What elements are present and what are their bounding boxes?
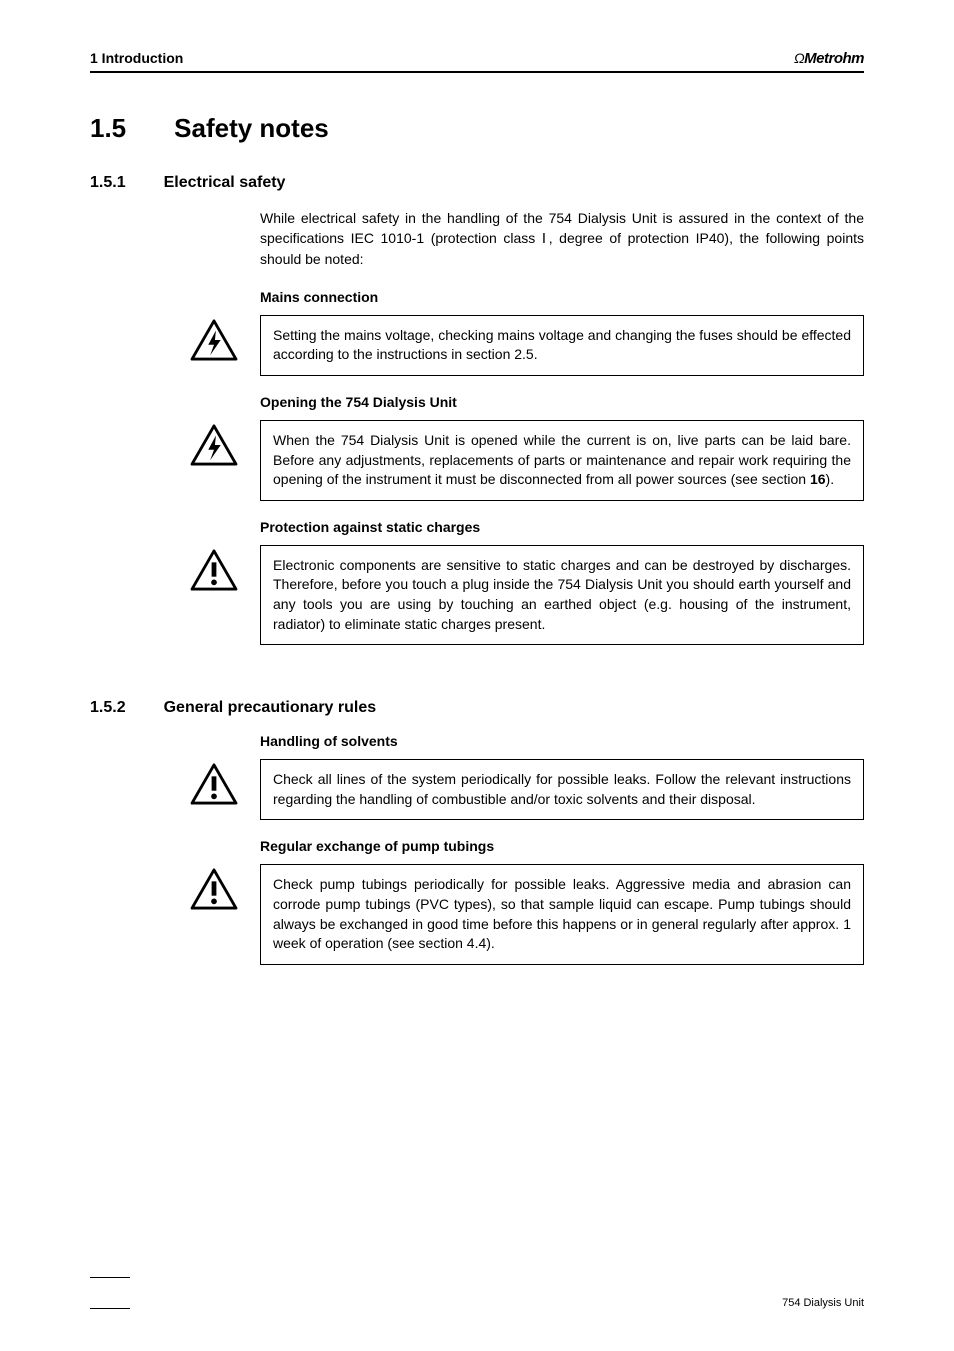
- mains-heading: Mains connection: [260, 289, 864, 305]
- h2-number: 1.5.2: [90, 699, 126, 717]
- lightning-icon: [190, 420, 260, 471]
- opening-warning-box: When the 754 Dialysis Unit is opened whi…: [260, 420, 864, 501]
- heading-2-precaution: 1.5.2 General precautionary rules: [90, 699, 864, 717]
- h2-title: Electrical safety: [164, 174, 286, 192]
- h1-number: 1.5: [90, 113, 126, 144]
- solvents-warning-box: Check all lines of the system periodical…: [260, 759, 864, 820]
- tubings-warning-row: Check pump tubings periodically for poss…: [190, 864, 864, 964]
- opening-box-pre: When the 754 Dialysis Unit is opened whi…: [273, 432, 851, 487]
- ohm-icon: Ω: [794, 50, 804, 66]
- page-footer: 6 754 Dialysis Unit: [90, 1277, 864, 1309]
- tubings-heading: Regular exchange of pump tubings: [260, 838, 864, 854]
- header-section-label: 1 Introduction: [90, 50, 183, 66]
- solvents-warning-row: Check all lines of the system periodical…: [190, 759, 864, 820]
- mains-warning-row: Setting the mains voltage, checking main…: [190, 315, 864, 376]
- opening-heading: Opening the 754 Dialysis Unit: [260, 394, 864, 410]
- static-warning-row: Electronic components are sensitive to s…: [190, 545, 864, 645]
- mains-warning-box: Setting the mains voltage, checking main…: [260, 315, 864, 376]
- page-number: 6: [90, 1277, 130, 1309]
- heading-2-electrical: 1.5.1 Electrical safety: [90, 174, 864, 192]
- h2-number: 1.5.1: [90, 174, 126, 192]
- h1-title: Safety notes: [174, 113, 329, 144]
- footer-title: 754 Dialysis Unit: [782, 1297, 864, 1309]
- lightning-icon: [190, 315, 260, 366]
- exclamation-icon: [190, 545, 260, 596]
- opening-warning-row: When the 754 Dialysis Unit is opened whi…: [190, 420, 864, 501]
- heading-1: 1.5 Safety notes: [90, 113, 864, 144]
- exclamation-icon: [190, 864, 260, 915]
- page-header: 1 Introduction ΩMetrohm: [90, 50, 864, 73]
- exclamation-icon: [190, 759, 260, 810]
- brand-name: Metrohm: [804, 50, 864, 67]
- opening-box-ref: 16: [810, 471, 826, 487]
- static-warning-box: Electronic components are sensitive to s…: [260, 545, 864, 645]
- opening-box-post: ).: [826, 471, 835, 487]
- static-heading: Protection against static charges: [260, 519, 864, 535]
- tubings-warning-box: Check pump tubings periodically for poss…: [260, 864, 864, 964]
- brand-logo: ΩMetrohm: [794, 50, 864, 67]
- electrical-intro: While electrical safety in the handling …: [260, 208, 864, 269]
- h2-title: General precautionary rules: [164, 699, 377, 717]
- solvents-heading: Handling of solvents: [260, 733, 864, 749]
